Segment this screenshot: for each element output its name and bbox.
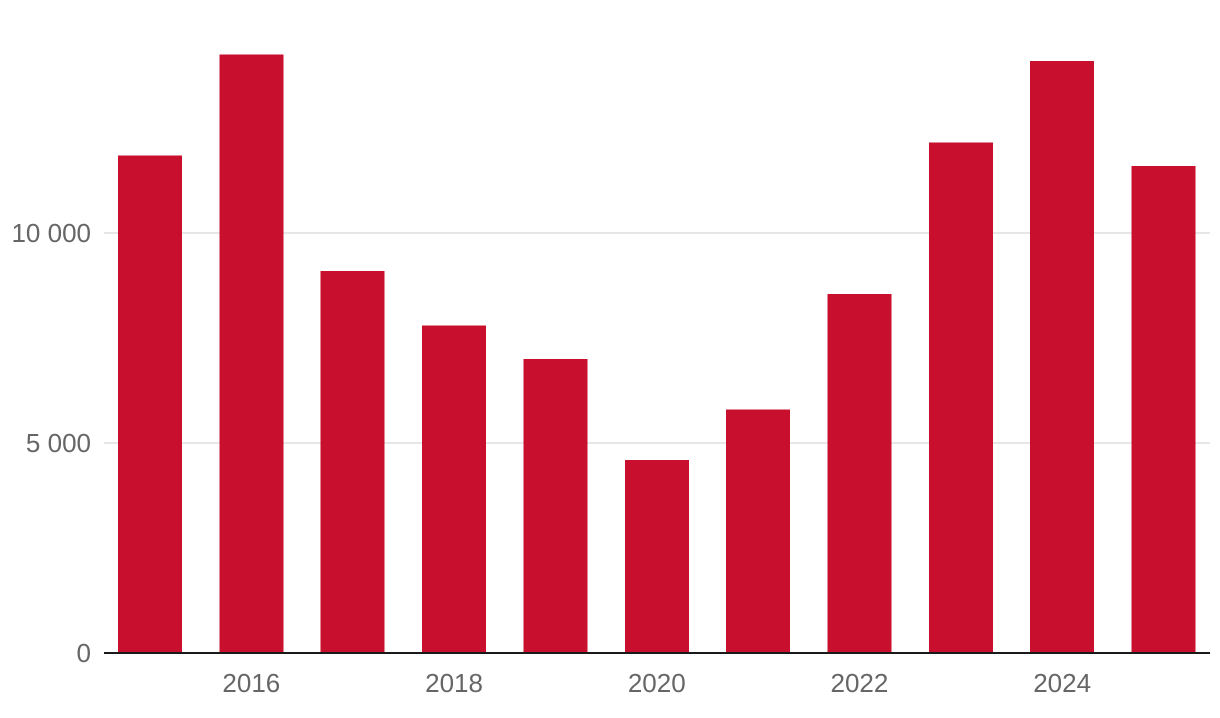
bar-2021: [726, 409, 791, 653]
x-tick-label: 2022: [831, 668, 889, 698]
bar-2017: [320, 270, 385, 653]
bar-2018: [422, 325, 487, 653]
x-tick-label: 2020: [628, 668, 686, 698]
x-tick-label: 2018: [425, 668, 483, 698]
y-tick-label: 5 000: [26, 428, 91, 458]
x-axis-tick-labels: 2016 2018 2020 2022 2024: [222, 668, 1091, 698]
x-tick-label: 2016: [222, 668, 280, 698]
bar-2020: [624, 459, 689, 653]
y-tick-label: 0: [77, 638, 91, 668]
bar-2019: [523, 359, 588, 653]
bar-2025: [1131, 165, 1196, 654]
gridlines: [104, 232, 1210, 444]
bar-2023: [928, 142, 993, 653]
bars: [118, 54, 1196, 654]
y-axis-tick-labels: 0 5 000 10 000: [11, 218, 91, 668]
bar-2015: [118, 155, 182, 654]
bar-2016: [219, 54, 284, 653]
x-tick-label: 2024: [1033, 668, 1091, 698]
bar-2022: [827, 293, 892, 653]
y-tick-label: 10 000: [11, 218, 91, 248]
bar-2024: [1030, 60, 1095, 654]
